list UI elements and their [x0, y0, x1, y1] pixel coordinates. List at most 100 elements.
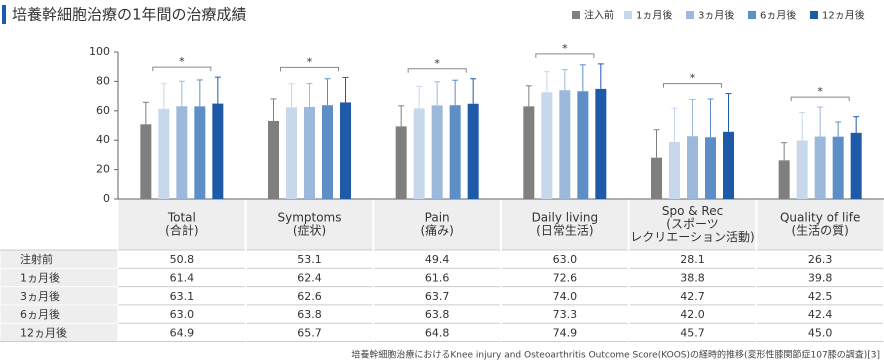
table-cell: 61.4 — [170, 271, 195, 284]
legend-swatch — [686, 11, 694, 19]
significance-bracket — [790, 96, 850, 102]
significance-bracket — [407, 68, 467, 73]
x-tick-sublabel: (症状) — [293, 223, 326, 238]
x-tick-sublabel: (日常生活) — [536, 224, 593, 238]
bar — [814, 136, 826, 199]
x-tick-label: Symptoms — [277, 211, 341, 225]
bar — [705, 137, 716, 199]
table-cell: 63.0 — [170, 308, 195, 321]
table-cell: 39.8 — [808, 271, 833, 284]
table-row-label: 3ヵ月後 — [20, 289, 60, 303]
significance-label: * — [562, 42, 568, 55]
y-tick-label: 20 — [96, 163, 110, 176]
bar — [268, 120, 279, 199]
legend-label: 6ヵ月後 — [760, 9, 796, 22]
bar — [395, 126, 407, 199]
significance-bracket — [152, 66, 212, 72]
table-cell: 63.0 — [553, 253, 578, 266]
bar — [304, 106, 315, 199]
table-cell: 64.9 — [170, 326, 195, 339]
x-tick-label: Daily living — [532, 211, 599, 225]
table-cell: 53.1 — [297, 253, 322, 266]
bar — [541, 92, 553, 199]
significance-label: * — [817, 85, 823, 98]
significance-label: * — [179, 55, 185, 68]
legend-label: 1ヵ月後 — [636, 9, 672, 22]
bar — [595, 88, 607, 199]
bar — [796, 140, 808, 199]
legend-label: 12ヵ月後 — [822, 9, 865, 22]
table-cell: 28.1 — [680, 253, 705, 266]
bar — [158, 108, 170, 199]
y-tick-label: 100 — [89, 45, 110, 58]
bar — [449, 105, 461, 199]
legend: 注入前 1ヵ月後 3ヵ月後 6ヵ月後 12ヵ月後 — [572, 9, 865, 22]
table-cell: 74.0 — [553, 290, 578, 303]
significance-label: * — [690, 72, 696, 85]
bar — [523, 106, 535, 199]
table-cell: 61.6 — [425, 271, 450, 284]
title-marker — [2, 5, 6, 24]
significance-label: * — [434, 57, 440, 70]
table-cell: 42.7 — [680, 290, 705, 303]
significance-bracket — [535, 53, 595, 58]
bar — [687, 136, 698, 199]
bar — [431, 105, 443, 199]
x-tick-label: Total — [167, 211, 196, 225]
legend-swatch — [810, 11, 818, 19]
x-tick-label: Spo & Rec — [662, 204, 723, 218]
table-cell: 42.0 — [680, 308, 705, 321]
table-cell: 63.8 — [425, 308, 450, 321]
table-cell: 63.8 — [297, 308, 322, 321]
significance-bracket — [663, 83, 722, 88]
bar — [340, 102, 351, 199]
bar — [322, 105, 333, 199]
table-cell: 45.0 — [808, 326, 833, 339]
bar — [467, 103, 479, 199]
x-tick-sublabel: レクリエーション活動) — [630, 230, 754, 244]
table-cell: 62.6 — [297, 290, 322, 303]
table-cell: 26.3 — [808, 253, 833, 266]
table-row-label: 1ヵ月後 — [20, 270, 60, 284]
table-cell: 64.8 — [425, 326, 450, 339]
table-cell: 50.8 — [170, 253, 195, 266]
table-cell: 72.6 — [553, 271, 578, 284]
bar — [176, 106, 188, 199]
table-cell: 49.4 — [425, 253, 450, 266]
legend-label: 注入前 — [584, 9, 614, 22]
bar — [651, 157, 662, 199]
x-tick-sublabel: (生活の質) — [791, 223, 848, 238]
table-row-label: 6ヵ月後 — [20, 307, 60, 321]
y-tick-label: 40 — [96, 133, 110, 146]
significance-bracket — [280, 66, 339, 72]
table-cell: 63.7 — [425, 290, 450, 303]
legend-label: 3ヵ月後 — [698, 9, 734, 22]
chart-title: 培養幹細胞治療の1年間の治療成績 — [12, 6, 247, 24]
bar — [669, 141, 680, 199]
bar — [723, 131, 734, 199]
x-tick-sublabel: (痛み) — [420, 223, 453, 238]
table-cell: 73.3 — [553, 308, 578, 321]
legend-swatch — [748, 11, 756, 19]
x-tick-label: Pain — [425, 211, 450, 225]
table-cell: 63.1 — [170, 290, 195, 303]
bar — [212, 103, 224, 199]
bar — [577, 91, 589, 199]
table-cell: 62.4 — [297, 271, 322, 284]
bar — [832, 136, 844, 199]
x-tick-sublabel: (合計) — [165, 223, 198, 238]
significance-label: * — [307, 55, 313, 68]
y-tick-label: 60 — [96, 104, 110, 117]
table-cell: 38.8 — [680, 271, 705, 284]
table-row-label: 12ヵ月後 — [20, 325, 67, 339]
bar — [559, 90, 571, 199]
table-row-label: 注射前 — [20, 252, 53, 266]
legend-swatch — [572, 11, 580, 19]
y-tick-label: 80 — [96, 74, 110, 87]
footnote: 培養幹細胞治療におけるKnee injury and Osteoarthriti… — [351, 349, 880, 361]
y-tick-label: 0 — [103, 192, 110, 205]
x-tick-label: Quality of life — [780, 211, 860, 225]
bar — [194, 106, 206, 199]
x-tick-sublabel: (スポーツ — [666, 217, 718, 231]
